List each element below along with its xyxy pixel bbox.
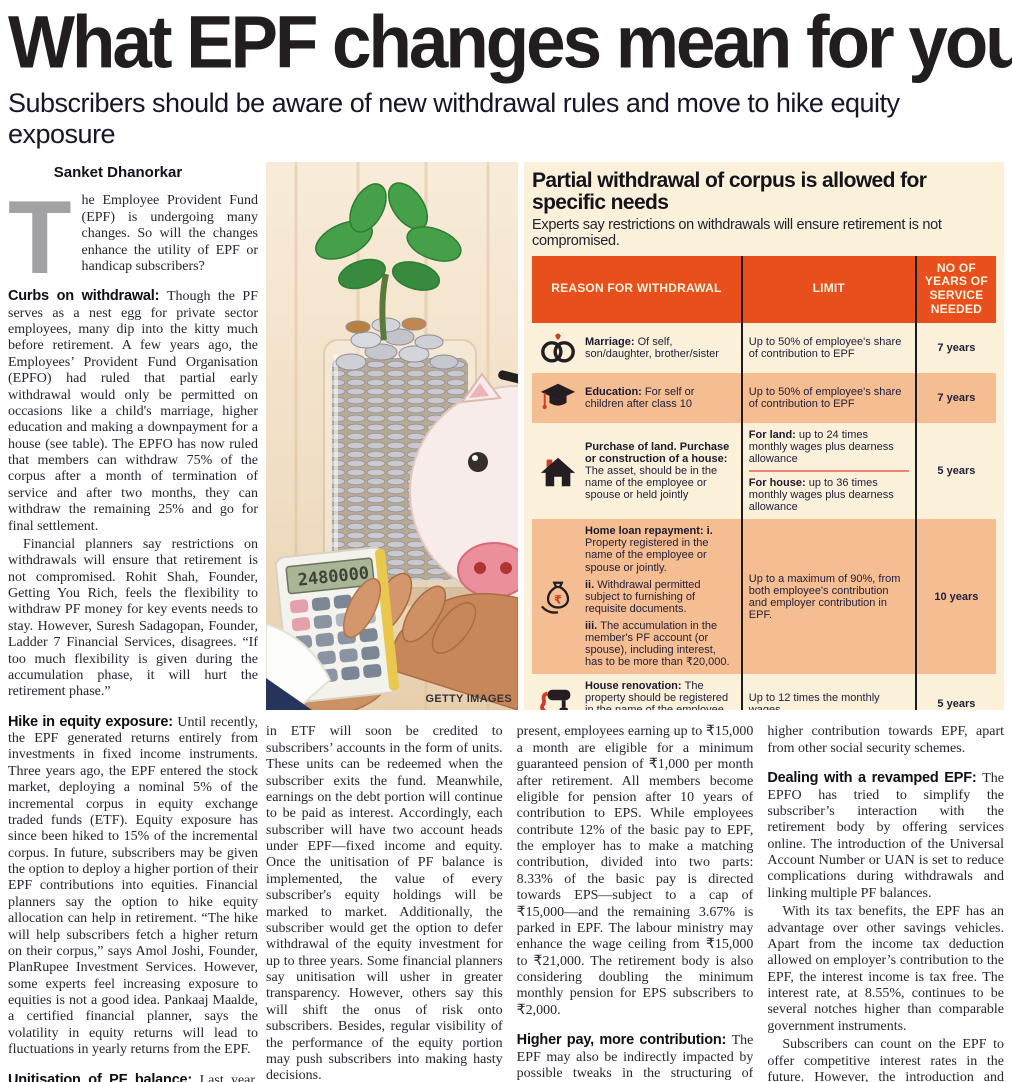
drop-cap: T (8, 180, 72, 297)
paragraph: Hike in equity exposure: Until recently,… (8, 713, 258, 1058)
wedding-rings-icon (538, 329, 578, 367)
house-icon (538, 452, 578, 490)
paragraph: Subscribers can count on the EPF to offe… (767, 1037, 1005, 1082)
paragraph: higher contribution towards EPF, apart f… (767, 724, 1005, 756)
intro-text: he Employee Provident Fund (EPF) is unde… (81, 193, 258, 274)
article-column-3: present, employees earning up to ₹15,000… (517, 722, 754, 1082)
section-heading: Dealing with a revamped EPF: (767, 770, 983, 787)
table-row-education: Education: For self or children after cl… (532, 372, 996, 423)
masthead: What EPF changes mean for you Subscriber… (0, 0, 1012, 150)
bottom-columns: in ETF will soon be credited to subscrib… (266, 722, 1004, 1082)
paragraph: Unitisation of PF balance: Last year, th… (8, 1072, 258, 1082)
svg-text:₹: ₹ (554, 592, 562, 606)
paint-roller-icon (538, 685, 578, 711)
column-header-years: NO OF YEARS OF SERVICE NEEDED (914, 255, 996, 323)
article-column-4: higher contribution towards EPF, apart f… (767, 722, 1004, 1082)
byline: Sanket Dhanorkar (53, 164, 183, 182)
paragraph: Financial planners say restrictions on w… (8, 536, 258, 700)
column-header-reason: REASON FOR WITHDRAWAL (551, 281, 722, 296)
paragraph: in ETF will soon be credited to subscrib… (266, 724, 503, 1082)
page-subtitle: Subscribers should be aware of new withd… (8, 88, 900, 150)
photo-and-table-row: 2480000 (266, 162, 1004, 711)
savings-photo-illustration: 2480000 (266, 162, 518, 711)
table-title: Partial withdrawal of corpus is allowed … (532, 169, 927, 215)
table-row-house-renovation: House renovation: The property should be… (532, 674, 996, 711)
column-header-limit: LIMIT (740, 255, 915, 323)
withdrawal-table-panel: Partial withdrawal of corpus is allowed … (524, 162, 1004, 711)
table-row-purchase-of-land: Purchase of land. Purchase or constructi… (532, 422, 996, 520)
page-title: What EPF changes mean for you (8, 1, 1012, 85)
table-header-row: REASON FOR WITHDRAWAL LIMIT NO OF YEARS … (532, 255, 996, 323)
paragraph: Dealing with a revamped EPF: The EPFO ha… (767, 770, 1005, 901)
paragraph: Curbs on withdrawal: Though the PF serve… (8, 288, 258, 534)
paragraph: Higher pay, more contribution: The EPF m… (516, 1032, 754, 1081)
section-heading: Higher pay, more contribution: (516, 1032, 732, 1049)
photo-credit: GETTY IMAGES (425, 693, 512, 706)
table-row-home-loan-repayment: ₹ Home loan repayment: i. Property regis… (532, 519, 996, 675)
money-bag-hand-icon: ₹ (538, 578, 578, 616)
table-subtitle: Experts say restrictions on withdrawals … (532, 216, 942, 249)
right-section: 2480000 (266, 162, 1004, 1082)
section-heading: Hike in equity exposure: (8, 713, 178, 730)
paragraph: With its tax benefits, the EPF has an ad… (767, 904, 1005, 1034)
paragraph: present, employees earning up to ₹15,000… (516, 724, 754, 1018)
photo-piggy-bank-savings: 2480000 (266, 162, 518, 711)
section-heading: Curbs on withdrawal: (8, 288, 167, 305)
graduation-cap-icon (538, 379, 578, 417)
article-column-2: in ETF will soon be credited to subscrib… (266, 722, 503, 1082)
section-heading: Unitisation of PF balance: (8, 1071, 200, 1082)
table-row-marriage: Marriage: Of self, son/daughter, brother… (532, 322, 996, 373)
